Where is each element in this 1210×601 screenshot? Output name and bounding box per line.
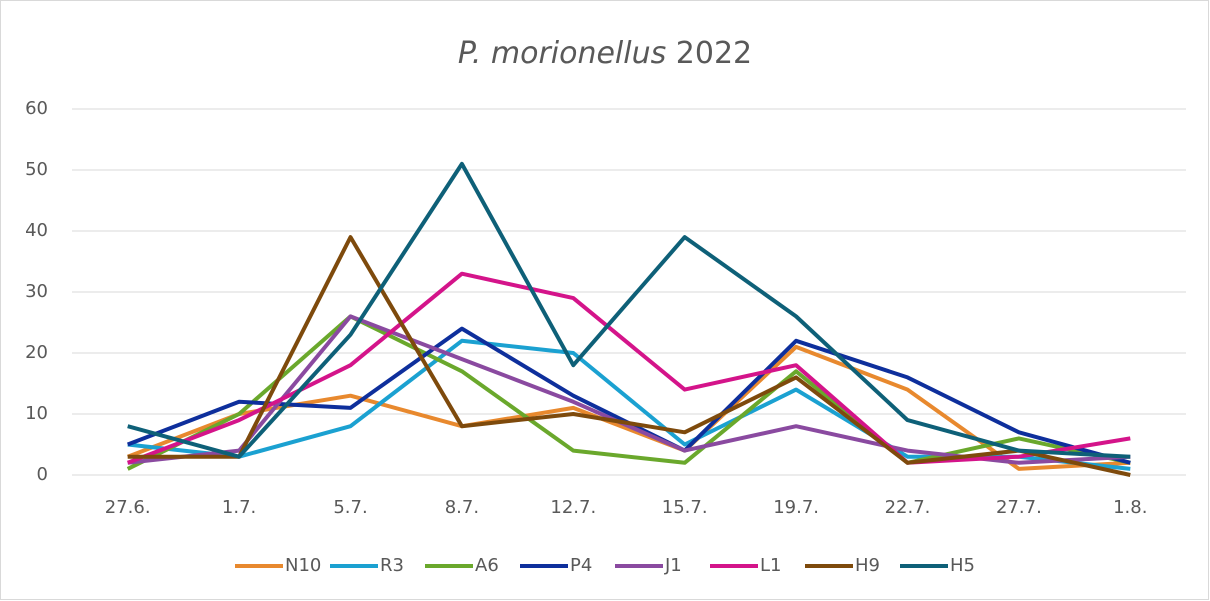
title-year: 2022 bbox=[676, 36, 752, 71]
y-tick-label: 30 bbox=[25, 281, 48, 302]
y-tick-label: 20 bbox=[25, 342, 48, 363]
x-tick-label: 12.7. bbox=[550, 497, 596, 518]
legend-label: N10 bbox=[285, 555, 321, 576]
legend-label: L1 bbox=[760, 555, 781, 576]
title-species: P. morionellus bbox=[458, 36, 666, 71]
legend-label: P4 bbox=[570, 555, 592, 576]
legend-label: J1 bbox=[664, 555, 682, 576]
legend-label: A6 bbox=[475, 555, 499, 576]
x-tick-label: 1.8. bbox=[1113, 497, 1147, 518]
x-tick-label: 5.7. bbox=[333, 497, 367, 518]
legend-label: R3 bbox=[380, 555, 404, 576]
y-tick-label: 50 bbox=[25, 159, 48, 180]
y-tick-label: 0 bbox=[37, 464, 48, 485]
x-tick-label: 1.7. bbox=[222, 497, 256, 518]
series-line bbox=[127, 235, 1131, 477]
x-tick-label: 27.6. bbox=[105, 497, 151, 518]
x-tick-label: 8.7. bbox=[445, 497, 479, 518]
chart-title: P. morionellus 2022 bbox=[458, 36, 752, 71]
series-line bbox=[126, 271, 1131, 465]
y-tick-label: 10 bbox=[25, 403, 48, 424]
y-tick-label: 40 bbox=[25, 220, 48, 241]
legend-label: H5 bbox=[950, 555, 975, 576]
legend-label: H9 bbox=[855, 555, 880, 576]
series-line bbox=[127, 161, 1131, 459]
y-tick-label: 60 bbox=[25, 98, 48, 119]
x-tick-label: 27.7. bbox=[996, 497, 1042, 518]
x-tick-label: 15.7. bbox=[662, 497, 708, 518]
series-line bbox=[126, 314, 1131, 471]
x-tick-label: 19.7. bbox=[773, 497, 819, 518]
x-tick-label: 22.7. bbox=[885, 497, 931, 518]
